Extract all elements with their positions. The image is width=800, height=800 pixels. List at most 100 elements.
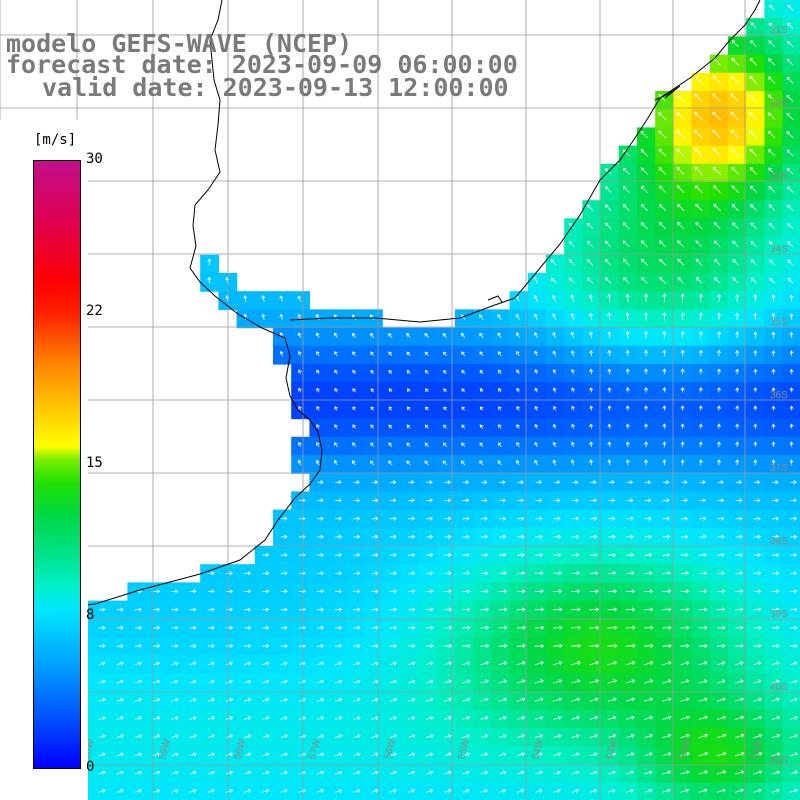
wind-arrow — [570, 368, 575, 375]
wind-arrow — [334, 424, 338, 429]
wind-arrow — [389, 734, 398, 739]
wind-arrow — [297, 350, 302, 357]
wind-arrow — [244, 643, 252, 649]
wind-arrow — [498, 697, 508, 702]
wind-arrow — [787, 4, 794, 11]
wind-arrow — [753, 770, 763, 775]
wind-arrow — [680, 516, 689, 521]
wind-arrow — [480, 607, 489, 612]
wind-arrow — [749, 58, 758, 66]
wind-arrow — [753, 405, 758, 411]
wind-arrow — [480, 480, 488, 485]
colorbar — [33, 160, 81, 769]
wind-cell — [618, 746, 638, 765]
wind-arrow — [533, 295, 538, 302]
wind-arrow — [389, 534, 397, 539]
wind-arrow — [644, 552, 653, 557]
wind-arrow — [735, 715, 745, 720]
wind-arrow — [226, 571, 234, 576]
wind-arrow — [517, 788, 525, 793]
wind-arrow — [698, 331, 703, 339]
wind-arrow — [479, 332, 484, 338]
wind-arrow — [244, 679, 252, 684]
wind-arrow — [589, 715, 599, 720]
wind-arrow — [625, 330, 630, 339]
wind-arrow — [680, 697, 690, 702]
wind-arrow — [586, 277, 593, 284]
wind-arrow — [407, 679, 416, 684]
wind-cell — [709, 746, 729, 765]
wind-arrow — [735, 459, 740, 466]
wind-arrow — [189, 643, 197, 649]
wind-arrow — [786, 131, 794, 139]
wind-arrow — [98, 697, 106, 702]
wind-arrow — [571, 752, 580, 757]
wind-arrow — [695, 277, 703, 284]
wind-arrow — [607, 625, 618, 630]
wind-arrow — [698, 625, 708, 630]
wind-arrow — [607, 552, 617, 557]
wind-arrow — [462, 752, 470, 757]
wind-arrow — [461, 460, 466, 466]
wind-arrow — [662, 441, 667, 448]
wind-arrow — [189, 661, 197, 666]
wind-cell — [782, 18, 800, 37]
wind-arrow — [735, 480, 743, 485]
wind-arrow — [207, 258, 212, 266]
wind-arrow — [353, 625, 361, 630]
wind-arrow — [771, 405, 776, 411]
wind-arrow — [552, 643, 563, 648]
wind-arrow — [716, 679, 726, 684]
wind-arrow — [662, 770, 672, 775]
wind-arrow — [589, 552, 598, 557]
wind-cell — [709, 728, 729, 747]
wind-arrow — [680, 405, 685, 411]
wind-arrow — [658, 130, 667, 139]
wind-arrow — [735, 498, 743, 503]
wind-arrow — [207, 643, 215, 649]
wind-arrow — [716, 405, 722, 411]
lat-label: 40S — [770, 682, 788, 693]
wind-arrow — [677, 277, 685, 284]
wind-arrow — [550, 259, 557, 266]
wind-arrow — [335, 516, 343, 521]
wind-arrow — [462, 661, 471, 666]
wind-arrow — [461, 406, 466, 411]
wind-cell — [582, 728, 602, 747]
wind-arrow — [98, 679, 106, 684]
wind-arrow — [444, 770, 452, 775]
wind-arrow — [571, 770, 580, 775]
wind-arrow — [369, 314, 375, 320]
wind-arrow — [316, 643, 325, 649]
wind-arrow — [389, 607, 398, 612]
wind-arrow — [604, 277, 612, 284]
wind-arrow — [768, 22, 776, 29]
wind-arrow — [134, 679, 143, 684]
wind-arrow — [353, 734, 361, 739]
wind-arrow — [171, 770, 179, 775]
wind-cell — [782, 400, 800, 420]
wind-arrow — [753, 571, 762, 576]
wind-arrow — [662, 788, 671, 793]
wind-arrow — [462, 498, 470, 503]
wind-arrow — [607, 589, 617, 594]
wind-arrow — [480, 589, 489, 594]
wind-arrow — [479, 442, 484, 448]
wind-arrow — [680, 751, 690, 757]
wind-arrow — [590, 480, 597, 485]
wind-arrow — [116, 734, 125, 739]
wind-arrow — [640, 222, 648, 230]
wind-arrow — [662, 571, 671, 576]
wind-arrow — [767, 130, 776, 139]
wind-arrow — [768, 40, 776, 48]
wind-arrow — [244, 752, 252, 757]
wind-arrow — [189, 607, 197, 612]
wind-arrow — [659, 222, 666, 230]
wind-arrow — [771, 770, 781, 775]
wind-arrow — [771, 715, 781, 720]
wind-arrow — [516, 441, 520, 448]
wind-arrow — [571, 643, 582, 648]
wind-arrow — [787, 204, 794, 211]
wind-arrow — [568, 277, 575, 284]
wind-arrow — [607, 423, 612, 429]
